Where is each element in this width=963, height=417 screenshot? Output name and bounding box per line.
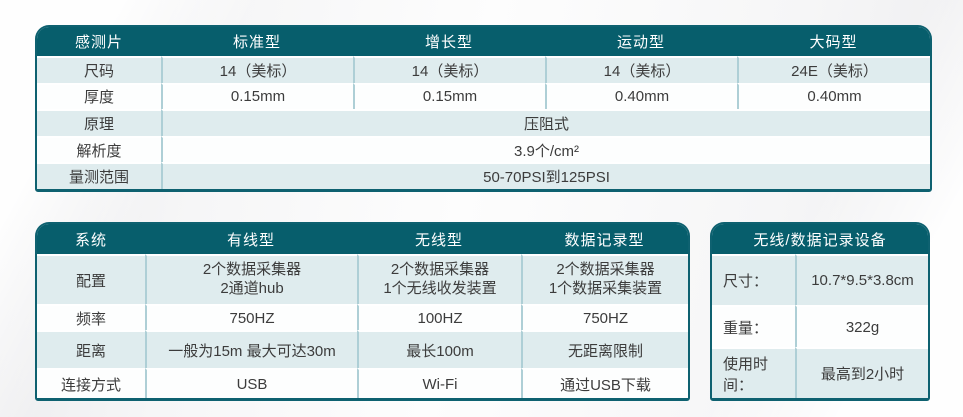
row-label: 尺码	[37, 56, 161, 83]
cell-value: 3.9个/cm²	[161, 135, 930, 163]
cell-value: 10.7*9.5*3.8cm	[795, 254, 928, 305]
cell-value: 50-70PSI到125PSI	[161, 162, 930, 189]
cell-value: Wi-Fi	[357, 368, 521, 398]
system-header-row: 系统 有线型 无线型 数据记录型	[37, 224, 688, 254]
cell-value: 100HZ	[357, 304, 521, 330]
row-label: 距离	[37, 330, 145, 368]
cell-value: 无距离限制	[521, 330, 688, 368]
row-label: 尺寸：	[712, 254, 795, 305]
column-header: 数据记录型	[521, 224, 688, 254]
row-label: 配置	[37, 254, 145, 304]
column-header: 无线型	[357, 224, 521, 254]
cell-value: 750HZ	[145, 304, 357, 330]
device-header-row: 无线/数据记录设备	[712, 224, 928, 254]
cell-value: 0.40mm	[545, 82, 737, 110]
cell-value: 2个数据采集器 1个无线收发装置	[357, 254, 521, 304]
cell-value: 最高到2小时	[795, 347, 928, 398]
table-row: 距离 一般为15m 最大可达30m 最长100m 无距离限制	[37, 330, 688, 368]
sensor-header-row: 感测片 标准型 增长型 运动型 大码型	[37, 27, 930, 56]
cell-value: 14（美标）	[545, 56, 737, 83]
cell-value: USB	[145, 368, 357, 398]
table-row: 使用时间： 最高到2小时	[712, 347, 928, 398]
table-row: 配置 2个数据采集器 2通道hub 2个数据采集器 1个无线收发装置 2个数据采…	[37, 254, 688, 304]
system-table: 系统 有线型 无线型 数据记录型 配置 2个数据采集器 2通道hub 2个数据采…	[37, 224, 688, 398]
row-label: 厚度	[37, 82, 161, 110]
table-row: 原理 压阻式	[37, 109, 930, 136]
table-title: 无线/数据记录设备	[712, 224, 928, 254]
cell-value: 14（美标）	[161, 56, 353, 83]
column-header: 大码型	[737, 27, 930, 56]
table-row: 量测范围 50-70PSI到125PSI	[37, 162, 930, 189]
table-row: 尺码 14（美标） 14（美标） 14（美标） 24E（美标）	[37, 56, 930, 83]
device-table: 无线/数据记录设备 尺寸： 10.7*9.5*3.8cm 重量： 322g 使用…	[712, 224, 928, 398]
row-label: 重量：	[712, 305, 795, 347]
cell-value: 24E（美标）	[737, 56, 930, 83]
row-label: 解析度	[37, 135, 161, 163]
cell-value: 一般为15m 最大可达30m	[145, 330, 357, 368]
cell-value: 2个数据采集器 1个数据采集装置	[521, 254, 688, 304]
table-row: 尺寸： 10.7*9.5*3.8cm	[712, 254, 928, 305]
table-row: 重量： 322g	[712, 305, 928, 347]
cell-value: 最长100m	[357, 330, 521, 368]
cell-value: 0.40mm	[737, 82, 930, 110]
column-header: 有线型	[145, 224, 357, 254]
row-label: 频率	[37, 304, 145, 330]
table-row: 解析度 3.9个/cm²	[37, 135, 930, 163]
spec-table-sensors: 感测片 标准型 增长型 运动型 大码型 尺码 14（美标） 14（美标） 14（…	[35, 25, 932, 192]
table-row: 厚度 0.15mm 0.15mm 0.40mm 0.40mm	[37, 82, 930, 110]
spec-table-systems: 系统 有线型 无线型 数据记录型 配置 2个数据采集器 2通道hub 2个数据采…	[35, 222, 690, 401]
cell-value: 通过USB下载	[521, 368, 688, 398]
cell-value: 322g	[795, 305, 928, 347]
cell-value: 750HZ	[521, 304, 688, 330]
cell-value: 14（美标）	[353, 56, 545, 83]
row-label: 量测范围	[37, 162, 161, 189]
row-label: 使用时间：	[712, 347, 795, 398]
table-row: 频率 750HZ 100HZ 750HZ	[37, 304, 688, 330]
table-row: 连接方式 USB Wi-Fi 通过USB下载	[37, 368, 688, 398]
cell-value: 压阻式	[161, 109, 930, 136]
cell-value: 0.15mm	[353, 82, 545, 110]
spec-table-device: 无线/数据记录设备 尺寸： 10.7*9.5*3.8cm 重量： 322g 使用…	[710, 222, 930, 401]
column-header: 系统	[37, 224, 145, 254]
sensor-table: 感测片 标准型 增长型 运动型 大码型 尺码 14（美标） 14（美标） 14（…	[37, 27, 930, 189]
row-label: 连接方式	[37, 368, 145, 398]
column-header: 增长型	[353, 27, 545, 56]
column-header: 运动型	[545, 27, 737, 56]
row-label: 原理	[37, 109, 161, 136]
cell-value: 2个数据采集器 2通道hub	[145, 254, 357, 304]
cell-value: 0.15mm	[161, 82, 353, 110]
column-header: 感测片	[37, 27, 161, 56]
column-header: 标准型	[161, 27, 353, 56]
